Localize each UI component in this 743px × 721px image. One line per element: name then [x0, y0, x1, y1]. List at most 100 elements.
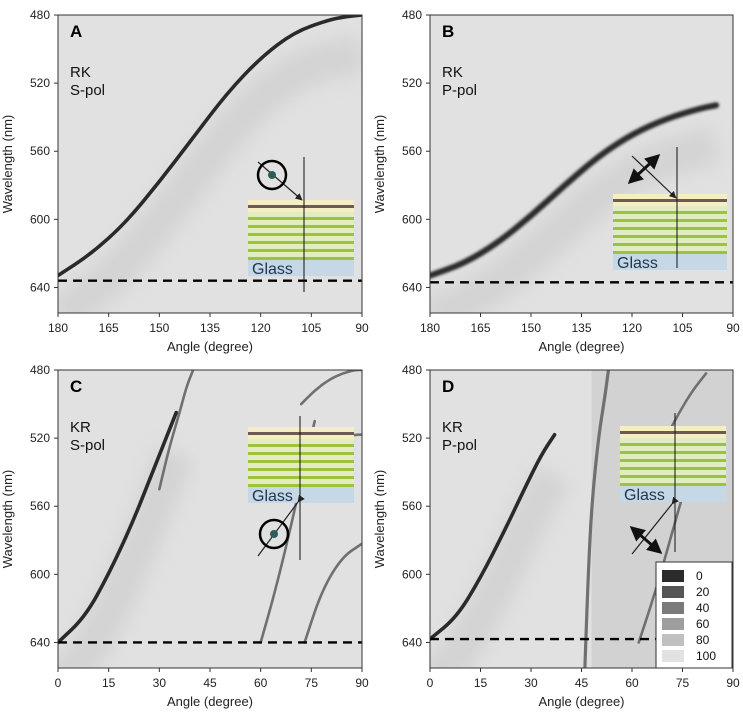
- dielectric-layer: [248, 225, 354, 228]
- colorbar-legend: 0 20 40 60 80 100: [655, 561, 733, 669]
- panel-B: 180 165 150 135 120 105 90 480 520 560 600 640 Angle…: [372, 8, 740, 354]
- legend-swatch: [662, 602, 684, 614]
- x-tick-label: 135: [200, 321, 220, 335]
- legend-label: 80: [696, 633, 710, 647]
- dielectric-layer: [620, 462, 726, 470]
- y-tick-label: 600: [402, 212, 422, 226]
- metal-layer: [613, 199, 727, 202]
- legend-swatch: [662, 618, 684, 630]
- layer-stack-inset: Glass: [248, 157, 354, 292]
- shading-band: [58, 36, 362, 313]
- dielectric-layer: [613, 206, 727, 214]
- dielectric-layer: [248, 249, 354, 252]
- dispersion-curve: [303, 542, 362, 644]
- y-tick-label: 640: [30, 280, 50, 294]
- y-tick-label: 640: [402, 635, 422, 649]
- plot-area: [430, 102, 720, 313]
- dielectric-layer: [248, 455, 354, 463]
- x-tick-label: 105: [672, 321, 692, 335]
- layer-stack-inset: Glass: [613, 147, 727, 272]
- s-pol-dot-icon: [268, 171, 276, 179]
- y-tick-label: 640: [30, 635, 50, 649]
- dielectric-layer: [248, 463, 354, 471]
- x-tick-label: 165: [470, 321, 490, 335]
- beam-arrow: [257, 494, 305, 557]
- dispersion-curve: [58, 410, 179, 645]
- x-tick-label: 180: [48, 321, 68, 335]
- y-tick-label: 600: [402, 567, 422, 581]
- dielectric-layer: [613, 211, 727, 214]
- shading-band: [58, 445, 194, 668]
- panel-label: D: [442, 377, 454, 396]
- dielectric-layer: [248, 444, 354, 447]
- y-tick-label: 480: [402, 363, 422, 377]
- y-tick-label: 520: [30, 431, 50, 445]
- dielectric-layer: [248, 452, 354, 455]
- s-pol-dot-icon: [270, 530, 278, 538]
- x-tick-label: 90: [726, 321, 740, 335]
- x-axis-label: Angle (degree): [539, 339, 625, 354]
- y-tick-label: 560: [30, 499, 50, 513]
- dispersion-curve: [158, 370, 195, 491]
- x-tick-label: 45: [203, 676, 217, 690]
- x-tick-label: 30: [524, 676, 538, 690]
- dielectric-layer: [613, 219, 727, 222]
- dielectric-layer: [620, 454, 726, 462]
- dielectric-layer: [620, 478, 726, 486]
- dielectric-layer: [613, 246, 727, 254]
- panel-label: C: [70, 377, 82, 396]
- metal-layer: [248, 205, 354, 208]
- x-tick-label: 165: [99, 321, 119, 335]
- dispersion-curve: [58, 15, 362, 278]
- polarization-symbol: [629, 496, 679, 555]
- glass-label: Glass: [252, 488, 293, 505]
- dielectric-layer: [613, 251, 727, 254]
- legend-label: 60: [696, 617, 710, 631]
- dielectric-layer: [620, 451, 726, 454]
- panel-annotation: KR: [70, 419, 91, 436]
- y-tick-label: 520: [402, 431, 422, 445]
- legend-swatch: [662, 634, 684, 646]
- legend-swatch: [662, 586, 684, 598]
- x-tick-label: 15: [102, 676, 116, 690]
- x-tick-label: 150: [149, 321, 169, 335]
- x-tick-label: 180: [420, 321, 440, 335]
- y-tick-label: 480: [30, 363, 50, 377]
- dielectric-layer: [248, 212, 354, 220]
- legend-swatch: [662, 650, 684, 662]
- y-tick-label: 480: [30, 8, 50, 22]
- glass-substrate: [248, 260, 354, 276]
- dispersion-curve: [299, 370, 362, 406]
- y-axis-label: Wavelength (nm): [372, 470, 387, 569]
- panel-annotation: P-pol: [442, 82, 477, 99]
- x-tick-label: 135: [571, 321, 591, 335]
- dielectric-layer: [613, 214, 727, 222]
- layer-stack-inset: Glass: [620, 413, 726, 552]
- glass-label: Glass: [617, 255, 658, 272]
- dielectric-layer: [248, 484, 354, 487]
- x-tick-label: 15: [474, 676, 488, 690]
- panel-annotation: S-pol: [70, 437, 105, 454]
- panel-annotation: RK: [70, 64, 91, 81]
- x-tick-label: 45: [575, 676, 589, 690]
- y-tick-label: 640: [402, 280, 422, 294]
- x-tick-label: 30: [153, 676, 167, 690]
- dielectric-layer: [248, 228, 354, 236]
- dielectric-layer: [248, 220, 354, 228]
- p-pol-arrow-icon: [627, 153, 661, 185]
- metal-layer: [620, 431, 726, 434]
- panel-annotation: S-pol: [70, 82, 105, 99]
- legend-label: 20: [696, 585, 710, 599]
- x-tick-label: 0: [55, 676, 62, 690]
- dielectric-layer: [620, 475, 726, 478]
- y-tick-label: 600: [30, 567, 50, 581]
- x-tick-label: 0: [427, 676, 434, 690]
- dispersion-curve: [583, 370, 611, 668]
- dielectric-layer: [620, 467, 726, 470]
- polarization-symbol: [256, 159, 303, 201]
- x-tick-label: 60: [625, 676, 639, 690]
- panel-annotation: KR: [442, 419, 463, 436]
- dielectric-layer: [620, 438, 726, 446]
- legend-label: 100: [696, 649, 716, 663]
